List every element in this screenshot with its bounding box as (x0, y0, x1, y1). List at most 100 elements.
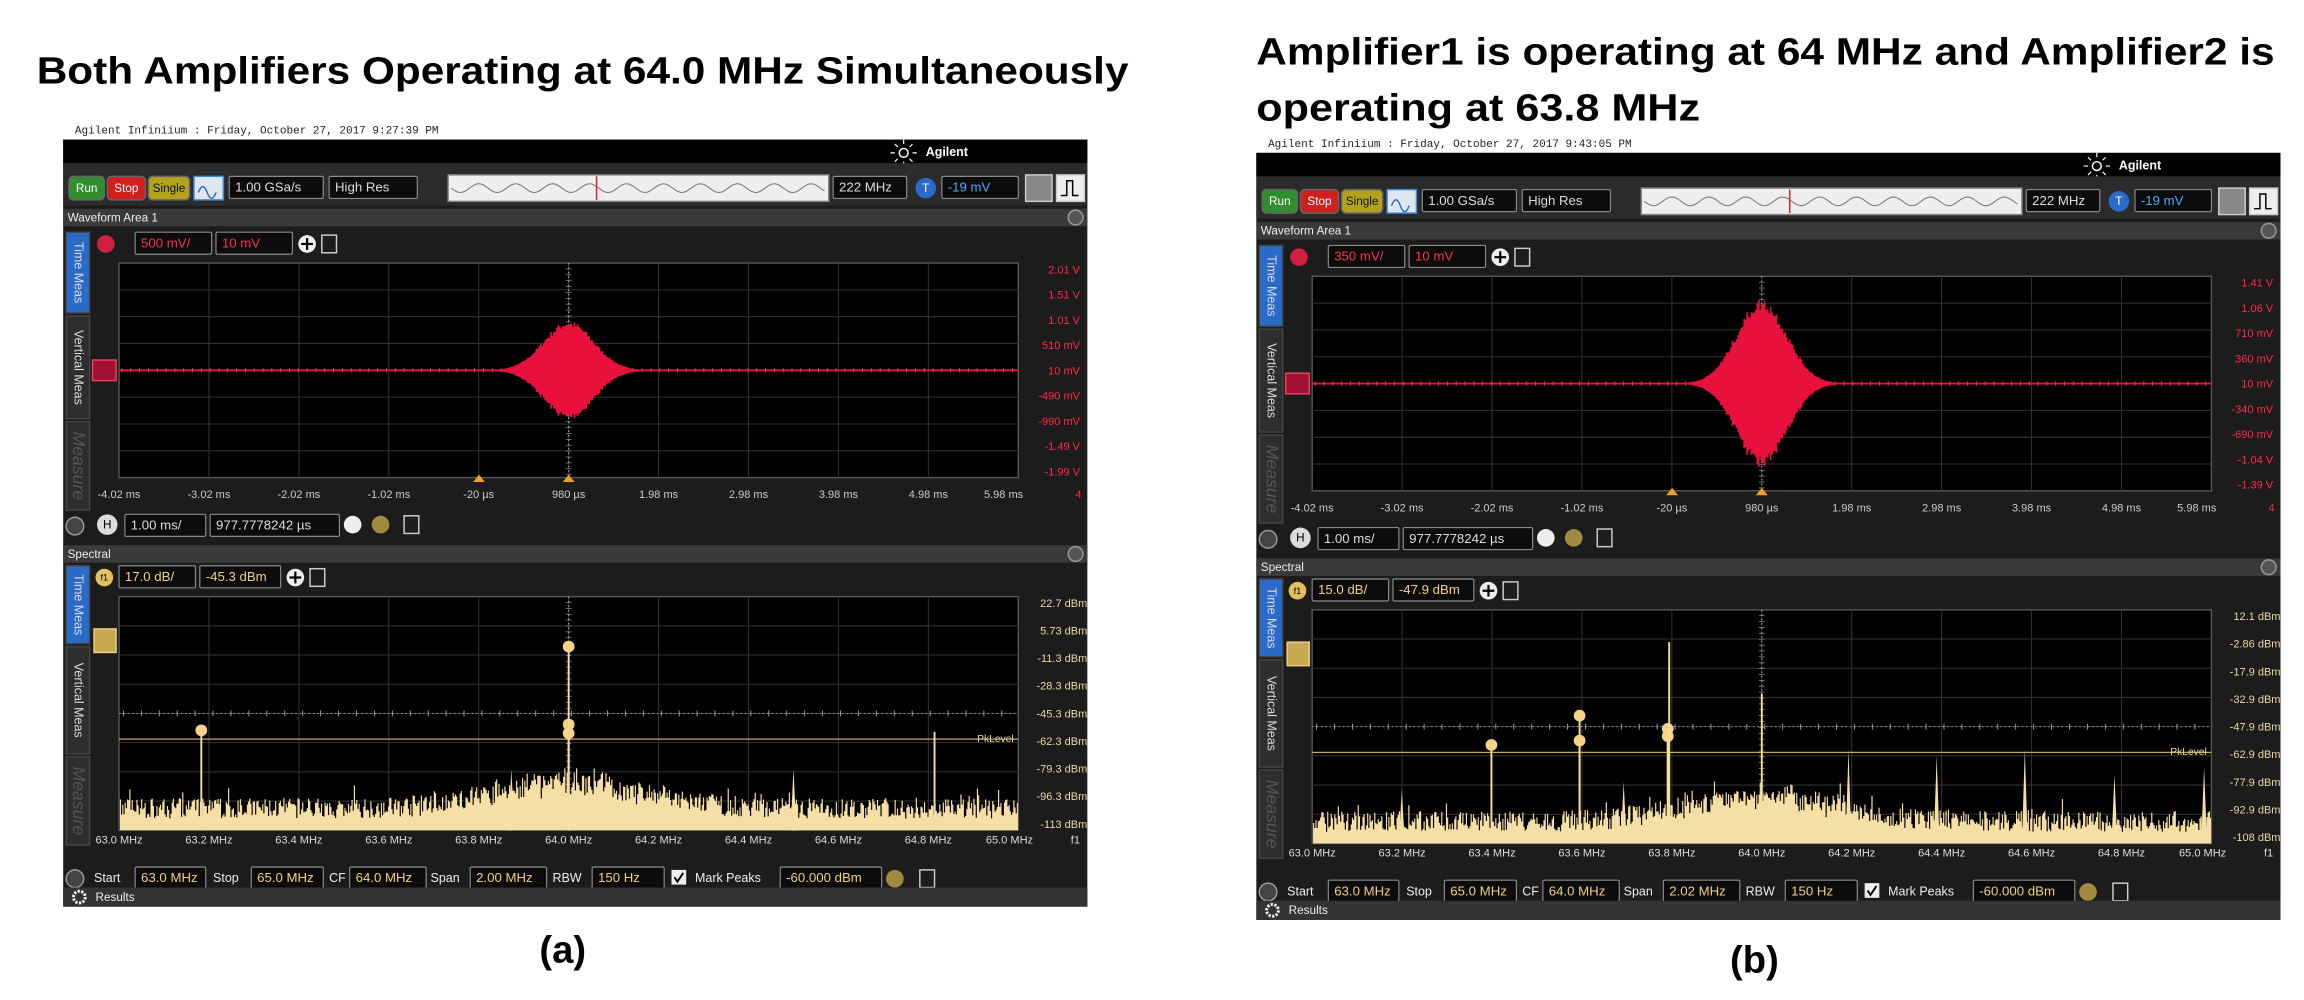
mark-peaks-label: Mark Peaks (695, 871, 761, 885)
delay: 977.7778242 µs (1409, 531, 1504, 546)
spectrum-spike (1620, 781, 1627, 844)
tool-button[interactable] (1055, 174, 1086, 203)
rbw_label: RBW (1746, 884, 1775, 898)
h-badge: H (103, 518, 112, 531)
delay-box[interactable] (1402, 526, 1534, 551)
mark-peaks-checkbox[interactable] (1864, 883, 1880, 898)
side-tab[interactable] (1258, 578, 1284, 658)
vertical-scale-box[interactable] (1327, 244, 1406, 269)
bandwidth-box[interactable] (2025, 189, 2101, 213)
x-tick-label: 2.98 ms (1922, 502, 1962, 514)
y-tick-label: -47.9 dBm (2230, 722, 2281, 734)
add-icon (1482, 584, 1495, 597)
trigger-level-box[interactable] (2134, 189, 2213, 213)
results-gear (1265, 902, 1280, 918)
x-tick-label: -2.02 ms (277, 489, 320, 501)
trigger-level-box[interactable] (941, 175, 1019, 199)
x-tick-label: 63.8 MHz (1648, 848, 1695, 860)
collapse-button[interactable] (2260, 559, 2277, 576)
collapse-button[interactable] (2260, 222, 2277, 239)
side-tab[interactable] (1258, 769, 1284, 859)
run-button[interactable] (68, 175, 106, 201)
tool-button[interactable] (2218, 187, 2246, 216)
side-tab[interactable] (65, 565, 91, 645)
pin-button[interactable] (403, 515, 420, 535)
knob[interactable] (371, 515, 390, 534)
y-tick-label: 1.51 V (1048, 290, 1081, 302)
knob[interactable] (1564, 529, 1583, 547)
y-tick-label: -1.49 V (1044, 441, 1080, 453)
knob[interactable] (2079, 883, 2097, 901)
pk-level-label: PkLevel (977, 734, 1014, 745)
vertical-scale-box[interactable] (134, 231, 213, 255)
side-tab[interactable] (65, 421, 91, 511)
spectral-scale-box[interactable] (1311, 578, 1390, 602)
section-bar (1256, 558, 2281, 577)
bandwidth-box[interactable] (832, 175, 908, 199)
spectrum-trace (1313, 781, 2212, 844)
side-tab[interactable] (1258, 434, 1284, 524)
sample-rate: 1.00 GSa/s (235, 180, 302, 195)
pin-button[interactable] (1502, 581, 1519, 601)
side-tab[interactable] (65, 231, 91, 314)
expand-button[interactable] (1258, 529, 1278, 549)
timebase: 1.00 ms/ (131, 518, 182, 533)
collapse-button[interactable] (1067, 545, 1084, 563)
zoom-button[interactable] (343, 515, 362, 534)
y-tick-label: -1.04 V (2238, 454, 2274, 466)
side-tab[interactable] (1258, 244, 1284, 327)
side-tab[interactable] (65, 315, 91, 420)
side-tab[interactable] (65, 645, 91, 755)
section-label: Waveform Area 1 (68, 211, 158, 224)
pin-button[interactable] (1596, 528, 1613, 548)
collapse-button[interactable] (1067, 209, 1084, 226)
expand-button[interactable] (65, 869, 85, 889)
sample-rate-box[interactable] (1421, 189, 1517, 213)
span_label: Span (1624, 884, 1653, 898)
x-tick-label: -20 µs (1656, 502, 1687, 514)
y-tick-label: 1.01 V (1048, 315, 1081, 327)
acq-mode-box[interactable] (1521, 189, 1612, 213)
mark-peaks-checkbox[interactable] (671, 869, 687, 885)
expand-button[interactable] (65, 516, 85, 536)
acq-mode-box[interactable] (328, 175, 418, 199)
pin-button[interactable] (321, 234, 338, 254)
timebase-box[interactable] (1317, 526, 1400, 551)
y-tick-label: -490 mV (1038, 391, 1080, 403)
side-tab[interactable] (65, 756, 91, 846)
time-marker (1755, 487, 1768, 496)
expand-button[interactable] (1258, 882, 1278, 902)
run-button[interactable] (1261, 188, 1299, 214)
single-button[interactable] (1340, 188, 1384, 214)
sample-rate-box[interactable] (228, 175, 324, 199)
stop-button[interactable] (1299, 188, 1340, 214)
section-bar (1256, 221, 2281, 240)
pin-button[interactable] (1514, 247, 1531, 267)
pin-button[interactable] (309, 567, 326, 588)
x-tick-label: 63.2 MHz (1379, 848, 1426, 860)
timebase-box[interactable] (124, 513, 207, 537)
spectral-offset-box[interactable] (1392, 578, 1475, 602)
side-tab-label: Time Meas (72, 242, 86, 303)
delay-box[interactable] (209, 513, 341, 537)
vertical-offset-box[interactable] (215, 231, 293, 255)
tool-button[interactable] (2248, 187, 2279, 216)
tool-button[interactable] (1024, 174, 1053, 203)
trigger-badge: T (2115, 195, 2122, 208)
zoom-button[interactable] (1536, 529, 1555, 547)
channel-badge (96, 235, 115, 253)
spectrum-spike (2021, 749, 2028, 844)
stop-button[interactable] (106, 175, 147, 201)
spectral-scale-box[interactable] (118, 565, 197, 589)
knob[interactable] (886, 869, 904, 888)
time-marker (1666, 487, 1679, 496)
rbw: 150 Hz (598, 870, 640, 885)
spectral-offset-box[interactable] (199, 565, 282, 589)
y-tick-label: 5.73 dBm (1040, 625, 1087, 637)
side-tab[interactable] (1258, 659, 1284, 768)
side-tab-label: Measure (1262, 445, 1282, 514)
side-tab[interactable] (1258, 328, 1284, 433)
vertical-offset-box[interactable] (1408, 244, 1487, 269)
single-button[interactable] (147, 175, 191, 201)
